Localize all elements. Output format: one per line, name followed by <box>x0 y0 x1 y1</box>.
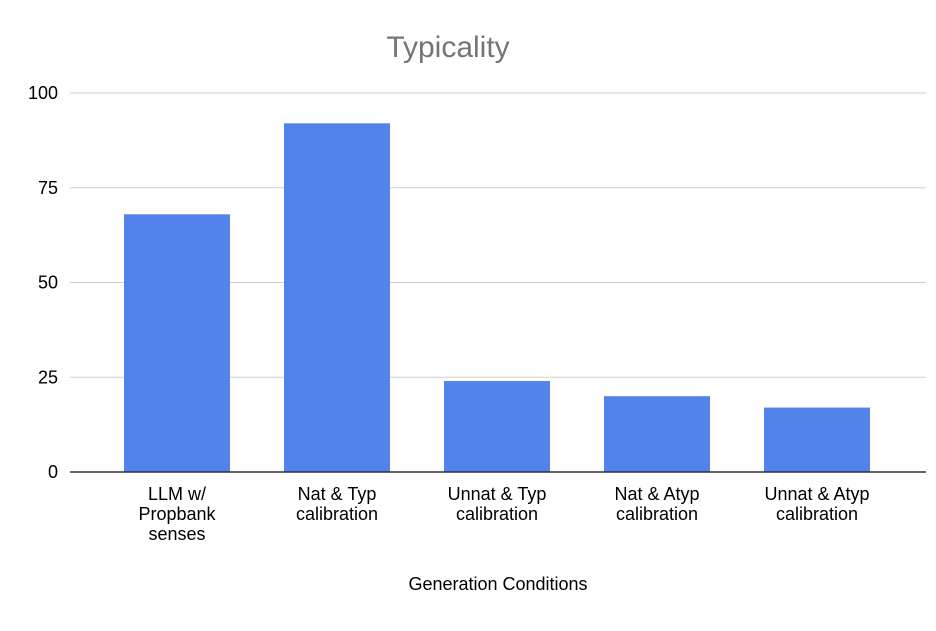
x-tick-label-line: Unnat & Atyp <box>764 484 869 504</box>
x-tick-label-line: calibration <box>296 504 378 524</box>
bar <box>604 396 710 472</box>
chart-title: Typicality <box>386 31 509 64</box>
y-tick-label: 25 <box>38 367 58 387</box>
x-tick-label-line: Propbank <box>138 504 216 524</box>
bars <box>124 123 870 472</box>
x-tick-label: Unnat & Atyp calibration <box>764 484 869 524</box>
x-tick-label-line: Nat & Atyp <box>614 484 699 504</box>
x-tick-label: Unnat & Typ calibration <box>448 484 547 524</box>
bar <box>284 123 390 472</box>
x-tick-label-line: Unnat & Typ <box>448 484 547 504</box>
y-tick-label: 0 <box>48 462 58 482</box>
x-tick-label: LLM w/Propbank senses <box>138 484 216 544</box>
x-tick-label-line: Nat & Typ <box>298 484 377 504</box>
bar <box>764 407 870 472</box>
bar <box>124 214 230 472</box>
x-axis-title: Generation Conditions <box>408 574 587 594</box>
x-tick-label-line: calibration <box>456 504 538 524</box>
y-tick-label: 75 <box>38 178 58 198</box>
y-tick-label: 100 <box>28 83 58 103</box>
x-tick-label: Nat & Typ calibration <box>296 484 378 524</box>
x-tick-label-line: calibration <box>616 504 698 524</box>
bar <box>444 381 550 472</box>
x-tick-label: Nat & Atyp calibration <box>614 484 699 524</box>
y-axis-ticks: 0 25 50 75 100 <box>28 83 58 482</box>
x-tick-label-line: calibration <box>776 504 858 524</box>
x-tick-label-line: LLM w/ <box>148 484 206 504</box>
x-tick-label-line: senses <box>148 524 205 544</box>
y-tick-label: 50 <box>38 273 58 293</box>
